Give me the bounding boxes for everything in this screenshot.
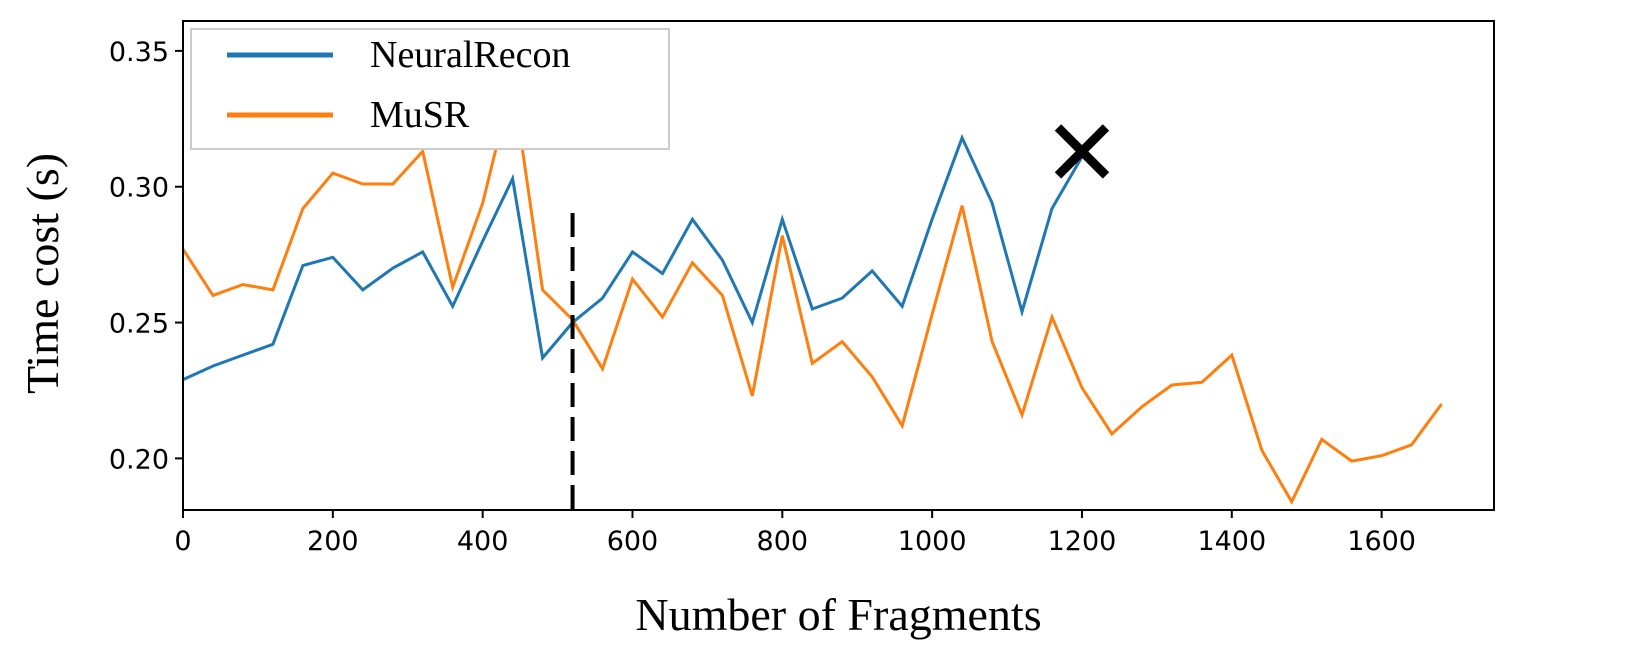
x-axis-title: Number of Fragments <box>635 589 1041 640</box>
x-tick-label: 400 <box>457 526 509 557</box>
x-tick-label: 1400 <box>1197 526 1266 557</box>
plot-frame <box>182 20 1495 511</box>
x-tick-label: 800 <box>757 526 809 557</box>
y-tick-label: 0.35 <box>109 37 169 68</box>
x-tick-label: 1600 <box>1347 526 1416 557</box>
x-tick-label: 1200 <box>1048 526 1117 557</box>
x-tick-label: 200 <box>307 526 359 557</box>
x-tick-label: 1000 <box>898 526 967 557</box>
y-tick-label: 0.30 <box>109 173 169 204</box>
legend-label-neuralrecon: NeuralRecon <box>370 34 570 76</box>
series-line-neuralrecon <box>182 133 1084 381</box>
x-tick-label: 600 <box>607 526 659 557</box>
y-tick-label: 0.20 <box>109 444 169 475</box>
legend-box <box>190 28 670 150</box>
axes: 0 200 400 600 800 1000 1200 1400 1600 0.20 0.25 0.3… <box>109 37 1416 557</box>
x-tick-label: 0 <box>174 526 191 557</box>
y-tick-label: 0.25 <box>109 309 169 340</box>
legend: NeuralRecon MuSR <box>190 28 670 150</box>
series-line-musr <box>181 80 1443 506</box>
plot-area <box>181 80 1443 510</box>
y-axis-title: Time cost (s) <box>17 153 68 394</box>
failure-x-marker <box>1054 124 1110 179</box>
legend-label-musr: MuSR <box>370 94 470 136</box>
